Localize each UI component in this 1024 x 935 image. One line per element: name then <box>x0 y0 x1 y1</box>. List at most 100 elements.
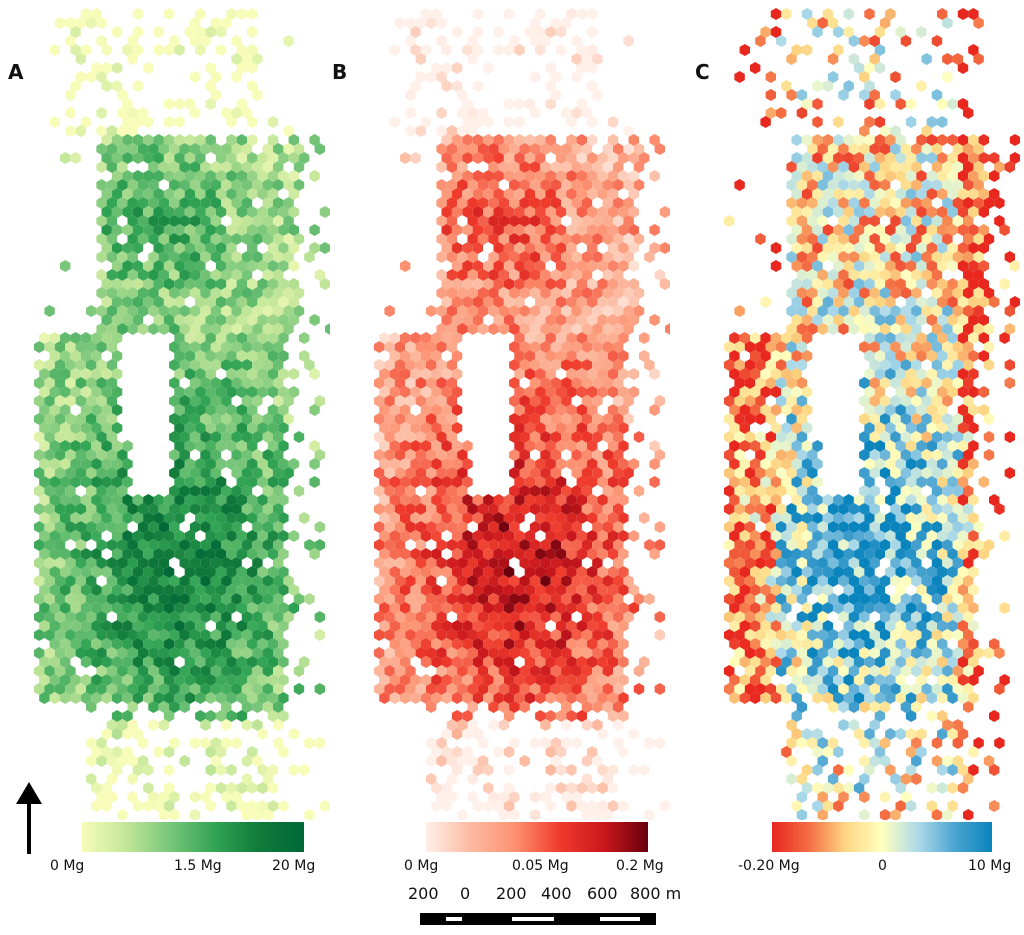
hex-cell <box>39 386 50 398</box>
hex-cell <box>467 503 478 515</box>
hex-cell <box>117 575 128 587</box>
hex-cell <box>724 575 735 587</box>
hex-cell <box>864 242 875 254</box>
hex-cell <box>791 692 802 704</box>
hex-cell <box>262 701 273 713</box>
hex-cell <box>65 647 76 659</box>
hex-cell <box>838 287 849 299</box>
hex-cell <box>853 602 865 614</box>
hex-cell <box>618 656 629 668</box>
hex-cell <box>524 206 536 218</box>
hex-cell <box>236 692 247 704</box>
hex-cell <box>968 422 979 434</box>
hex-cell <box>550 377 562 389</box>
hex-cell <box>911 737 922 749</box>
hex-cell <box>874 656 886 668</box>
hex-cell <box>446 593 458 605</box>
hex-cell <box>978 278 989 290</box>
hex-cell <box>864 80 875 92</box>
hex-cell <box>80 512 92 524</box>
hex-cell <box>905 314 917 326</box>
hex-cell <box>483 296 494 308</box>
hex-cell <box>441 602 452 614</box>
hex-cell <box>426 629 437 641</box>
hex-cell <box>111 692 123 704</box>
hex-cell <box>937 116 948 128</box>
hex-cell <box>174 638 185 650</box>
hex-cell <box>895 170 906 182</box>
hex-cell <box>257 764 268 776</box>
hex-cell <box>900 467 912 479</box>
hex-cell <box>618 368 629 380</box>
hex-cell <box>247 692 258 704</box>
hex-cell <box>137 611 149 623</box>
hex-cell <box>441 692 452 704</box>
hex-cell <box>143 494 154 506</box>
hex-cell <box>550 611 562 623</box>
hex-cell <box>869 665 880 677</box>
hex-cell <box>446 755 458 767</box>
hex-cell <box>252 575 263 587</box>
hex-cell <box>205 458 216 470</box>
hex-cell <box>770 512 782 524</box>
hex-cell <box>472 206 484 218</box>
hex-cell <box>179 179 190 191</box>
hex-cell <box>822 242 834 254</box>
hex-cell <box>561 791 572 803</box>
hex-cell <box>581 503 593 515</box>
hex-cell <box>644 737 655 749</box>
hex-cell <box>96 125 107 137</box>
hex-cell <box>776 629 787 641</box>
hex-cell <box>963 341 974 353</box>
hex-cell <box>869 503 880 515</box>
hex-cell <box>822 494 834 506</box>
hex-cell <box>890 71 901 83</box>
hex-cell <box>561 719 572 731</box>
hex-cell <box>597 620 608 632</box>
hex-cell <box>257 458 268 470</box>
hex-cell <box>973 539 984 551</box>
hex-cell <box>374 413 385 425</box>
hex-cell <box>137 233 149 245</box>
hex-cell <box>781 530 792 542</box>
hex-cell <box>426 485 437 497</box>
hex-cell <box>86 17 97 29</box>
hex-cell <box>786 359 797 371</box>
hex-cell <box>420 404 432 416</box>
hex-cell <box>838 575 849 587</box>
hex-cell <box>226 584 237 596</box>
hex-cell <box>524 134 536 146</box>
hex-cell <box>163 134 175 146</box>
hex-cell <box>127 647 138 659</box>
hex-cell <box>189 323 201 335</box>
hex-cell <box>724 593 735 605</box>
hex-cell <box>241 683 253 695</box>
hex-cell <box>241 215 253 227</box>
hex-cell <box>623 251 634 263</box>
hex-cell <box>106 179 118 191</box>
hex-cell <box>200 647 211 659</box>
hex-cell <box>446 791 458 803</box>
hex-cell <box>729 566 740 578</box>
hex-cell <box>288 296 299 308</box>
hex-cell <box>874 386 886 398</box>
hex-cell <box>859 575 870 587</box>
hex-cell <box>498 503 510 515</box>
hex-cell <box>252 323 263 335</box>
hex-cell <box>477 215 489 227</box>
hex-cell <box>968 134 979 146</box>
hex-cell <box>451 674 463 686</box>
hex-cell <box>420 656 432 668</box>
hex-cell <box>400 422 411 434</box>
hex-cell <box>101 422 112 434</box>
hex-cell <box>163 98 175 110</box>
hex-cell <box>729 602 740 614</box>
hex-cell <box>776 35 787 47</box>
hex-cell <box>900 449 912 461</box>
hex-cell <box>838 215 849 227</box>
hex-cell <box>916 206 927 218</box>
hex-cell <box>791 530 802 542</box>
hex-cell <box>91 530 102 542</box>
hex-cell <box>503 296 515 308</box>
hex-cell <box>796 575 808 587</box>
